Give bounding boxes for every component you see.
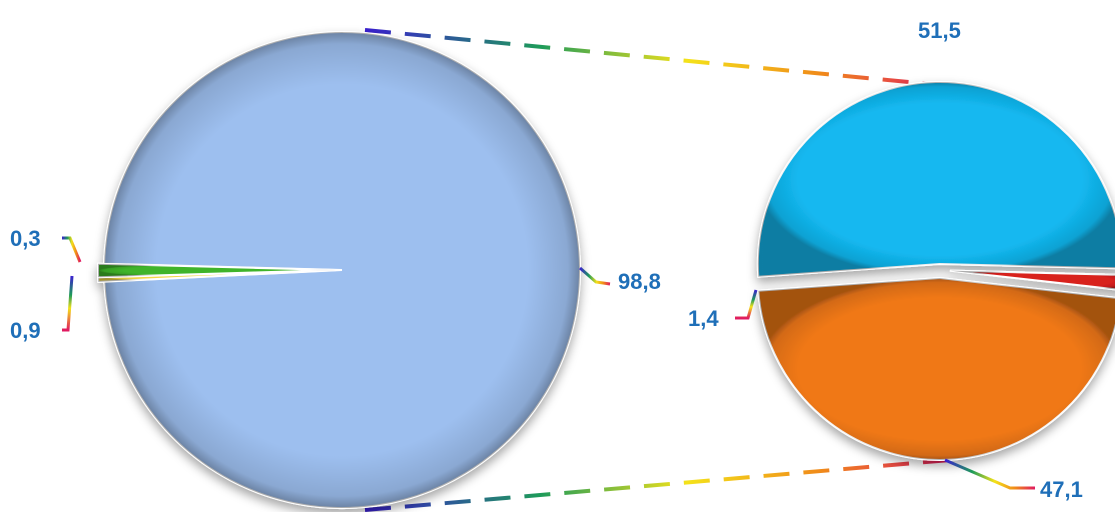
leader-98-8 [579,266,611,286]
data-labels: 0,3 0,9 98,8 51,5 1,4 47,1 [10,18,1083,502]
pie-slice-bevel [98,263,336,278]
leader-lines [62,64,1035,490]
label-51-5: 51,5 [918,18,961,43]
label-47-1: 47,1 [1040,477,1083,502]
pie-slice-bevel [949,270,1115,290]
connector-top [364,28,951,88]
label-1-4: 1,4 [688,306,719,331]
leader-0-3 [62,236,82,263]
leader-47-1 [944,458,1035,490]
label-0-3: 0,3 [10,226,41,251]
connector-bottom [364,458,951,512]
pie-slice-bevel [758,277,1115,460]
leader-1-4 [735,289,758,320]
pie-slice-bevel [104,32,581,509]
connector-lines [364,28,951,512]
label-0-9: 0,9 [10,318,41,343]
pie-slice-bevel [757,81,1115,277]
right-pie [756,80,1115,461]
label-98-8: 98,8 [618,269,661,294]
pie-slice-bevel [98,270,337,282]
leader-0-9 [62,275,74,332]
left-pie [97,31,581,510]
